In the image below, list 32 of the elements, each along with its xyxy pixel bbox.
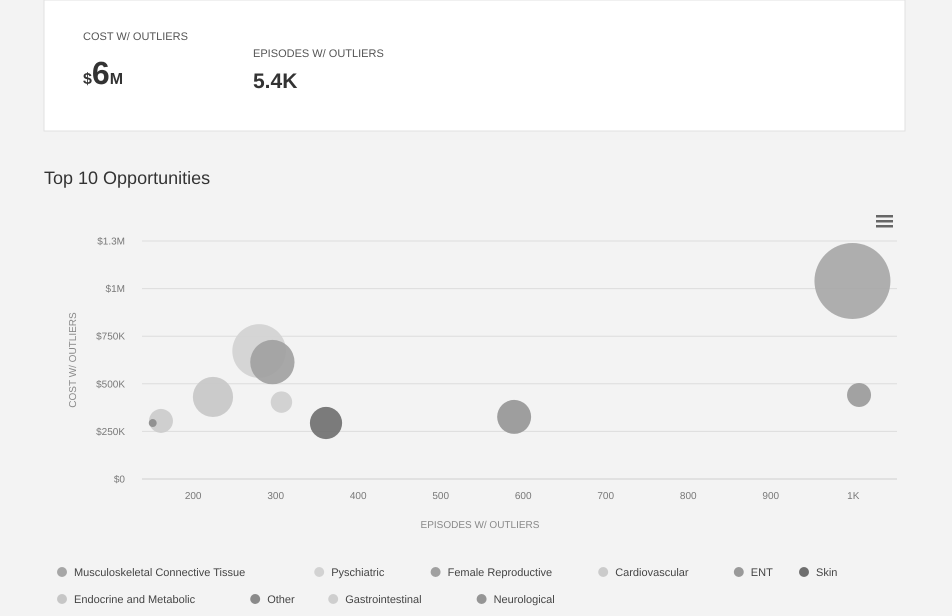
x-tick-label: 300 <box>267 491 284 502</box>
x-tick-label: 800 <box>680 491 698 502</box>
legend-label: Gastrointestinal <box>345 594 422 606</box>
x-tick-label: 600 <box>514 491 532 502</box>
x-tick-label: 400 <box>350 491 367 502</box>
chart-title: Top 10 Opportunities <box>44 168 210 188</box>
y-tick-label: $1.3M <box>97 236 125 248</box>
x-tick-label: 500 <box>432 491 450 502</box>
text: COST W/ OUTLIERS <box>83 31 188 43</box>
legend-label: Endocrine and Metabolic <box>74 594 196 606</box>
y-tick-label: $0 <box>114 474 126 486</box>
y-tick-label: $250K <box>96 426 126 438</box>
legend-label: Cardiovascular <box>615 567 689 579</box>
text: $6M <box>83 55 124 91</box>
legend-label: Female Reproductive <box>448 567 552 579</box>
x-tick-label: 900 <box>762 491 780 502</box>
x-axis-title: EPISODES W/ OUTLIERS <box>420 520 540 531</box>
legend-label: ENT <box>750 567 774 579</box>
x-tick-label: 200 <box>184 491 202 502</box>
y-tick-label: $1M <box>106 284 125 296</box>
y-axis-title: COST W/ OUTLIERS <box>68 312 79 408</box>
legend-label: Skin <box>816 567 838 579</box>
y-tick-label: $750K <box>96 332 126 343</box>
legend-label: Musculoskeletal Connective Tissue <box>74 567 246 579</box>
x-tick-label: 700 <box>597 491 615 502</box>
y-tick-label: $500K <box>96 379 126 390</box>
text: EPISODES W/ OUTLIERS <box>253 48 384 60</box>
text: 5.4K <box>253 70 298 93</box>
legend-label: Pyschiatric <box>331 567 385 579</box>
x-tick-label: 1K <box>847 491 860 502</box>
legend-label: Other <box>267 594 296 606</box>
legend-label: Neurological <box>494 594 555 606</box>
